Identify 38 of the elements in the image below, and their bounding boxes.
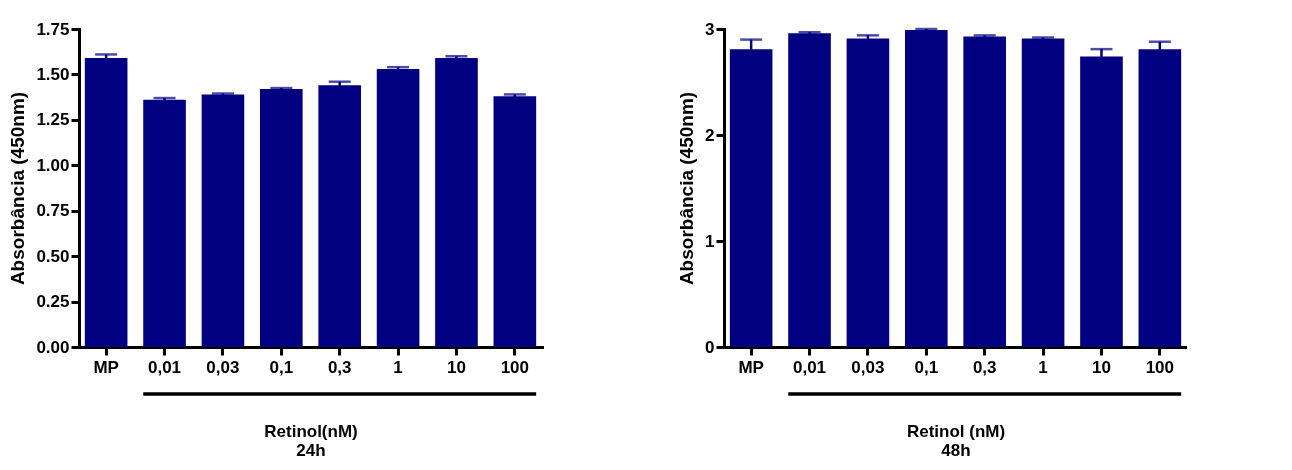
y-tick-label: 0.75 xyxy=(36,201,70,221)
y-tick-label: 1.75 xyxy=(36,19,70,39)
x-axis-title: Retinol(nM) xyxy=(264,421,358,441)
x-tick-label: 0,03 xyxy=(851,357,885,377)
x-tick-label: 0,1 xyxy=(269,357,294,377)
y-axis-title: Absorbância (450nm) xyxy=(676,91,698,286)
y-tick-label: 2 xyxy=(705,125,715,145)
x-tick-label: 1 xyxy=(393,357,403,377)
y-tick-label: 0 xyxy=(705,337,715,357)
y-axis-title: Absorbância (450nm) xyxy=(7,91,29,286)
y-tick-label: 1.50 xyxy=(36,64,70,84)
y-tick-label: 0.25 xyxy=(36,292,70,312)
bar xyxy=(963,36,1006,347)
text: 48h xyxy=(941,440,971,460)
x-axis-title: Retinol (nM) xyxy=(906,421,1006,441)
bar xyxy=(1021,38,1065,347)
x-tick-label: 0,01 xyxy=(147,357,182,377)
x-tick-label: 0,1 xyxy=(914,357,939,377)
x-tick-label: 10 xyxy=(1092,357,1111,377)
y-tick-label: 1.25 xyxy=(36,110,70,130)
bar xyxy=(260,88,303,347)
x-tick-label: 0,03 xyxy=(206,357,240,377)
text: 24h xyxy=(296,440,326,460)
x-tick-label: 0,3 xyxy=(327,357,352,377)
y-tick-label: 0.00 xyxy=(36,337,70,357)
x-tick-label: 0,01 xyxy=(792,357,827,377)
bar xyxy=(201,94,245,347)
x-tick-label: 100 xyxy=(1145,357,1175,377)
x-tick-label: MP xyxy=(93,357,119,377)
x-tick-label: 100 xyxy=(500,357,530,377)
y-tick-label: 0.50 xyxy=(36,246,70,266)
y-tick-label: 1.00 xyxy=(36,155,70,175)
x-tick-label: 0,3 xyxy=(972,357,997,377)
y-tick-label: 3 xyxy=(705,19,715,39)
x-tick-label: 10 xyxy=(447,357,466,377)
y-tick-label: 1 xyxy=(705,231,715,251)
x-tick-label: 1 xyxy=(1038,357,1048,377)
x-tick-label: MP xyxy=(738,357,764,377)
